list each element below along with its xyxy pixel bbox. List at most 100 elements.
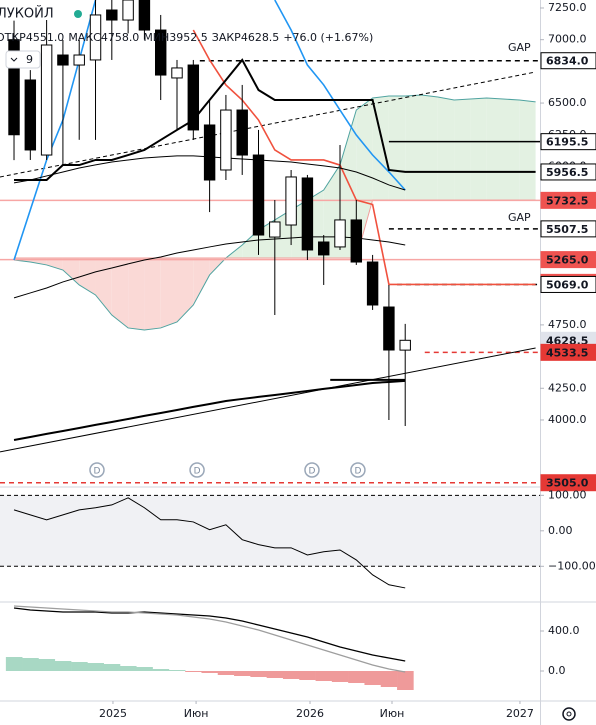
dividend-marker (89, 462, 105, 478)
candle-body (40, 44, 53, 156)
y-tick-label: 4000.0 (548, 413, 587, 426)
price-pane: GAP GAP D D D D (0, 0, 540, 484)
candle-body (317, 241, 330, 256)
symbol-title: ЛУКОЙЛ (0, 6, 54, 22)
cloud-segment (128, 257, 145, 330)
x-tick-label: 2025 (99, 707, 127, 720)
histogram-bar (5, 657, 23, 671)
axes: 7250.07000.06500.06250.06000.04750.04250… (99, 1, 596, 720)
histogram-bar (185, 671, 202, 672)
cloud-segment (95, 257, 112, 316)
price-badge-label: 3505.0 (546, 477, 589, 490)
cloud-segment (470, 97, 487, 201)
histogram-bar (201, 671, 219, 673)
candle-body (138, 0, 151, 31)
histogram-bar (315, 671, 333, 681)
histogram-bar (299, 671, 316, 680)
y-tick-label: 4750.0 (548, 318, 587, 331)
indicators-toggle[interactable] (5, 50, 41, 69)
high-text: МАКС4758.0 (68, 31, 139, 44)
legend: ЛУКОЙЛ ОТКР4551.0 МАКС4758.0 МИН3952.5 ЗАКР… (0, 6, 373, 69)
candle-body (122, 0, 134, 21)
histogram-bar (54, 661, 72, 671)
x-tick-label: 2027 (506, 707, 534, 720)
ohlc-legend: ОТКР4551.0 МАКС4758.0 МИН3952.5 ЗАКР4628.5 +… (0, 31, 373, 44)
open-text: ОТКР4551.0 (0, 31, 64, 44)
change-text: +76.0 (+1.67%) (283, 31, 373, 44)
candle-body (301, 177, 314, 251)
y-tick-label: 4250.0 (548, 381, 587, 394)
histogram-bar (152, 669, 170, 671)
price-badge-label: 5265.0 (546, 254, 589, 267)
x-tick-label: Июн (380, 707, 405, 720)
price-badge (540, 191, 596, 209)
price-badge-label: 5956.5 (546, 166, 588, 179)
histogram-bar (22, 658, 39, 671)
status-dot (74, 10, 82, 18)
cci-line (13, 497, 406, 589)
cloud-segment (46, 257, 63, 271)
indicator-line (13, 0, 406, 261)
histogram-bar (250, 671, 267, 677)
cloud-segment (144, 257, 161, 330)
gap-annotation: GAP (508, 41, 531, 54)
dividend-marker (189, 462, 205, 478)
gap-annotation: GAP (508, 211, 531, 224)
cloud-segment (405, 94, 422, 201)
candle-body (220, 109, 232, 171)
candle-body (252, 154, 265, 236)
dividend-marker (350, 462, 366, 478)
y-tick-label: 6500.0 (548, 96, 587, 109)
price-badge-label: 5732.5 (546, 194, 588, 207)
candle-body (8, 39, 20, 136)
cloud-segment (111, 257, 129, 328)
dividend-label: D (354, 467, 361, 477)
price-badge-label: 4533.5 (546, 346, 588, 359)
histogram-bar (136, 667, 153, 671)
price-badge (540, 52, 596, 70)
candle-body (187, 64, 200, 131)
cloud-segment (437, 96, 455, 201)
y-tick-label: 400.0 (548, 624, 580, 637)
indicator-line (13, 379, 406, 441)
histogram-bar (71, 662, 88, 671)
price-badge-label: 5507.5 (546, 223, 588, 236)
dividend-label: D (94, 467, 101, 477)
histogram-bar (119, 666, 137, 671)
histogram-bar (397, 671, 414, 690)
cloud-segment (193, 257, 210, 305)
histogram-bar (234, 671, 251, 676)
cloud-segment (388, 95, 406, 201)
cci-band (0, 495, 540, 567)
trend-line (0, 347, 536, 453)
settings-button[interactable] (562, 707, 576, 721)
close-text: ЗАКР4628.5 (212, 31, 280, 44)
histogram-bar (380, 671, 398, 687)
histogram-bar (282, 671, 300, 679)
candle-body (89, 14, 102, 61)
candle-body (366, 261, 379, 306)
candle-body (383, 306, 395, 351)
cci-pane (0, 494, 540, 589)
candle-body (334, 219, 346, 248)
dividend-marker (304, 462, 320, 478)
candle-body (24, 79, 37, 151)
candle-body (57, 54, 69, 66)
macd-line (13, 607, 406, 662)
price-badge (540, 163, 596, 181)
candle-body (269, 221, 281, 238)
y-tick-label: 0.00 (548, 524, 573, 537)
y-tick-label: 0.0 (548, 664, 566, 677)
price-badge (540, 251, 596, 269)
candle-body (203, 124, 216, 181)
dividend-label: D (194, 467, 201, 477)
gear-center (566, 711, 572, 717)
y-tick-label: 100.00 (548, 488, 587, 501)
x-tick-label: Июн (184, 707, 209, 720)
histogram-bar (348, 671, 365, 683)
candle-body (350, 219, 363, 263)
cloud-segment (177, 257, 194, 322)
candle-body (73, 54, 85, 66)
histogram-bar (217, 671, 235, 675)
dividend-label: D (309, 467, 316, 477)
